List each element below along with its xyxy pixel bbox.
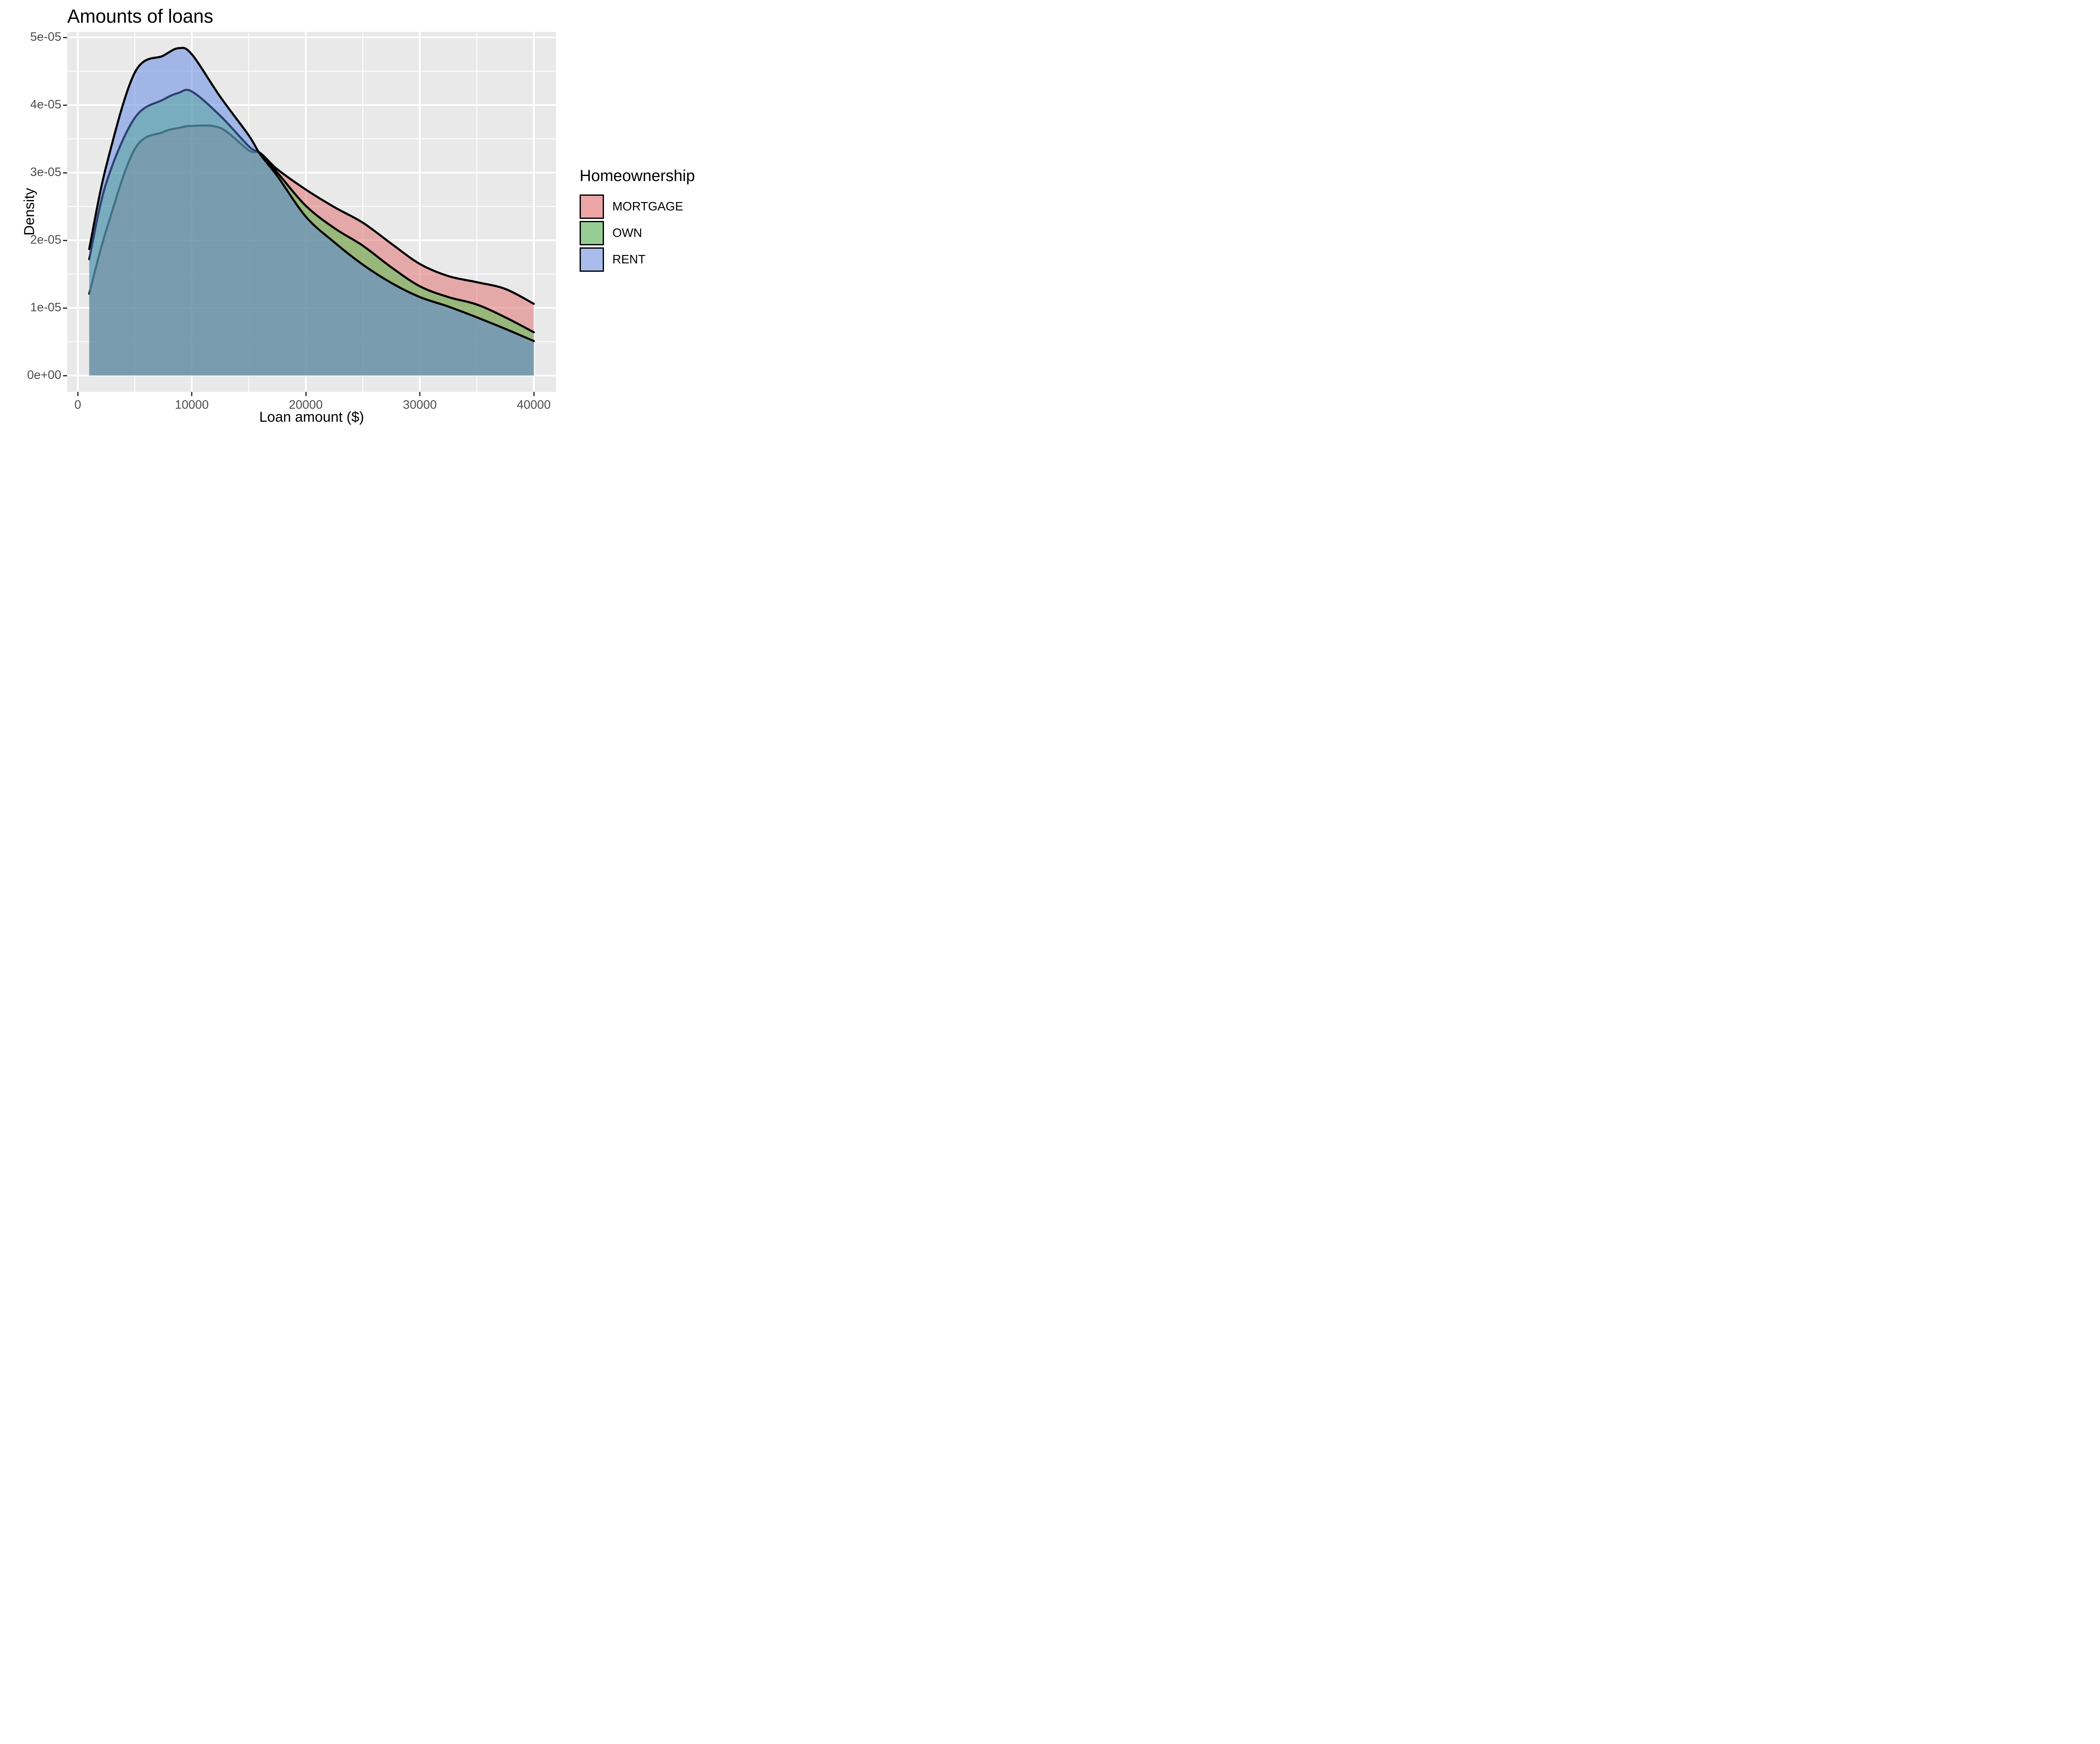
y-axis-title: Density	[21, 188, 38, 236]
x-axis-title: Loan amount ($)	[259, 409, 364, 425]
x-tick-label: 30000	[403, 398, 437, 412]
y-tick-label: 1e-05	[30, 300, 61, 314]
y-tick-mark	[63, 104, 67, 106]
legend-label-mortgage: MORTGAGE	[612, 200, 683, 213]
legend-title: Homeownership	[580, 167, 695, 185]
y-tick-mark	[63, 239, 67, 241]
x-tick-mark	[305, 392, 307, 396]
legend-swatch-own	[580, 221, 604, 245]
density-plot-figure: Amounts of loans 0e+00 1e-05 2e-05 3e-05 4e-…	[0, 0, 706, 436]
legend-label-own: OWN	[612, 226, 642, 240]
legend-swatch-mortgage	[580, 194, 604, 219]
y-tick-mark	[63, 307, 67, 309]
y-tick-mark	[63, 172, 67, 173]
y-tick-label: 5e-05	[30, 30, 61, 44]
legend-item-rent: RENT	[580, 247, 695, 272]
legend-swatch-rent	[580, 247, 604, 272]
y-tick-label: 4e-05	[30, 97, 61, 111]
x-tick-label: 20000	[289, 398, 323, 412]
plot-panel-canvas	[67, 32, 556, 392]
x-tick-mark	[419, 392, 421, 396]
y-tick-label: 2e-05	[30, 233, 61, 247]
x-tick-label: 10000	[175, 398, 209, 412]
x-tick-mark	[191, 392, 193, 396]
x-tick-mark	[533, 392, 535, 396]
x-tick-label: 40000	[517, 398, 551, 412]
plot-panel	[67, 32, 556, 392]
legend: Homeownership MORTGAGE OWN RENT	[580, 167, 695, 274]
y-tick-mark	[63, 375, 67, 376]
legend-label-rent: RENT	[612, 252, 646, 266]
y-tick-mark	[63, 37, 67, 38]
legend-item-own: OWN	[580, 221, 695, 245]
x-tick-mark	[77, 392, 79, 396]
x-tick-label: 0	[74, 398, 81, 412]
density-area-rent	[89, 47, 534, 376]
density-outline-rent	[88, 47, 535, 342]
plot-title: Amounts of loans	[67, 5, 213, 27]
y-tick-label: 3e-05	[30, 165, 61, 179]
y-tick-label: 0e+00	[27, 368, 61, 382]
legend-item-mortgage: MORTGAGE	[580, 194, 695, 219]
